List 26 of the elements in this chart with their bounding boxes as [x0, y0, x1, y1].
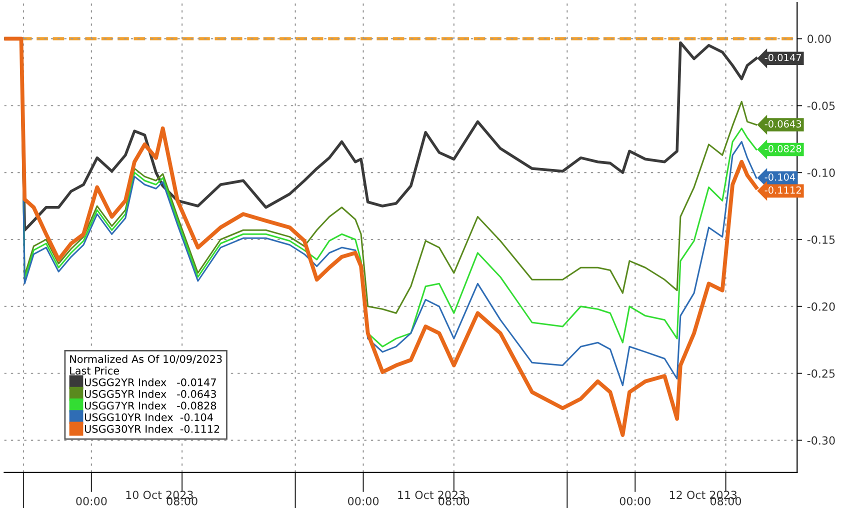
legend-label: USGG2YR Index -0.0147 — [84, 378, 216, 386]
x2-tick-label: 11 Oct 2023 — [398, 490, 465, 500]
data-label: -0.0828 — [764, 145, 802, 152]
data-label: -0.104 — [764, 173, 796, 181]
y-tick-label: -0.30 — [807, 436, 835, 445]
x-tick-label: 08:00 — [166, 496, 198, 506]
x2-tick-label: 12 Oct 2023 — [670, 490, 737, 500]
x-tick-label: 00:00 — [348, 496, 379, 506]
x-tick-label: 08:00 — [438, 496, 470, 506]
data-label: -0.1112 — [764, 186, 801, 194]
legend-label: USGG5YR Index -0.0643 — [84, 390, 216, 398]
data-label: -0.0147 — [764, 54, 802, 62]
legend-label: USGG7YR Index -0.0828 — [84, 402, 216, 410]
x-tick-label: 00:00 — [620, 496, 650, 506]
legend-label: USGG10YR Index -0.104 — [84, 413, 213, 422]
y-tick-label: -0.25 — [807, 369, 835, 378]
y-tick-label: 0.00 — [808, 34, 831, 44]
x-tick-label: 00:00 — [76, 496, 107, 506]
legend-title: Normalized As Of 10/09/2023 Last Price — [70, 354, 222, 375]
y-tick-label: -0.05 — [807, 102, 835, 110]
y-tick-label: -0.10 — [807, 168, 835, 177]
y-tick-label: -0.20 — [807, 302, 835, 311]
data-label: -0.0643 — [764, 120, 802, 128]
y-tick-label: -0.15 — [807, 235, 835, 244]
legend-label: USGG30YR Index -0.1112 — [84, 424, 220, 433]
x2-tick-label: 10 Oct 2023 — [126, 490, 193, 500]
